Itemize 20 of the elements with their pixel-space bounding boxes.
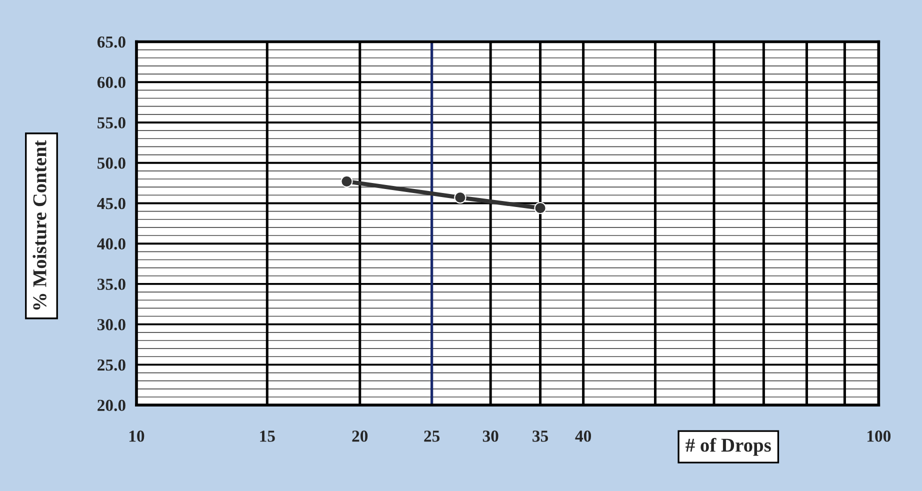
x-tick-label: 30 [482,430,498,442]
x-tick-label: 25 [424,430,440,442]
x-tick-label: 15 [260,430,275,442]
y-tick-label: 60.0 [97,76,126,88]
x-tick-label: 20 [352,430,368,442]
y-tick-label: 35.0 [98,278,126,290]
y-tick-label: 25.0 [98,359,126,371]
y-tick-label: 65.0 [97,36,126,48]
x-tick-label: 100 [868,430,891,442]
x-tick-label: 10 [129,430,144,442]
y-tick-label: 40.0 [97,238,126,250]
x-axis-title: # of Drops [686,438,771,456]
y-tick-label: 20.0 [98,400,126,412]
y-tick-label: 55.0 [98,117,126,128]
x-tick-label: 35 [532,430,548,442]
x-tick-label: 40 [575,430,592,442]
y-tick-label: 30.0 [98,319,126,330]
y-axis-title: % Moisture Content [32,140,46,310]
y-tick-label: 45.0 [97,198,126,210]
y-tick-label: 50.0 [98,158,126,169]
